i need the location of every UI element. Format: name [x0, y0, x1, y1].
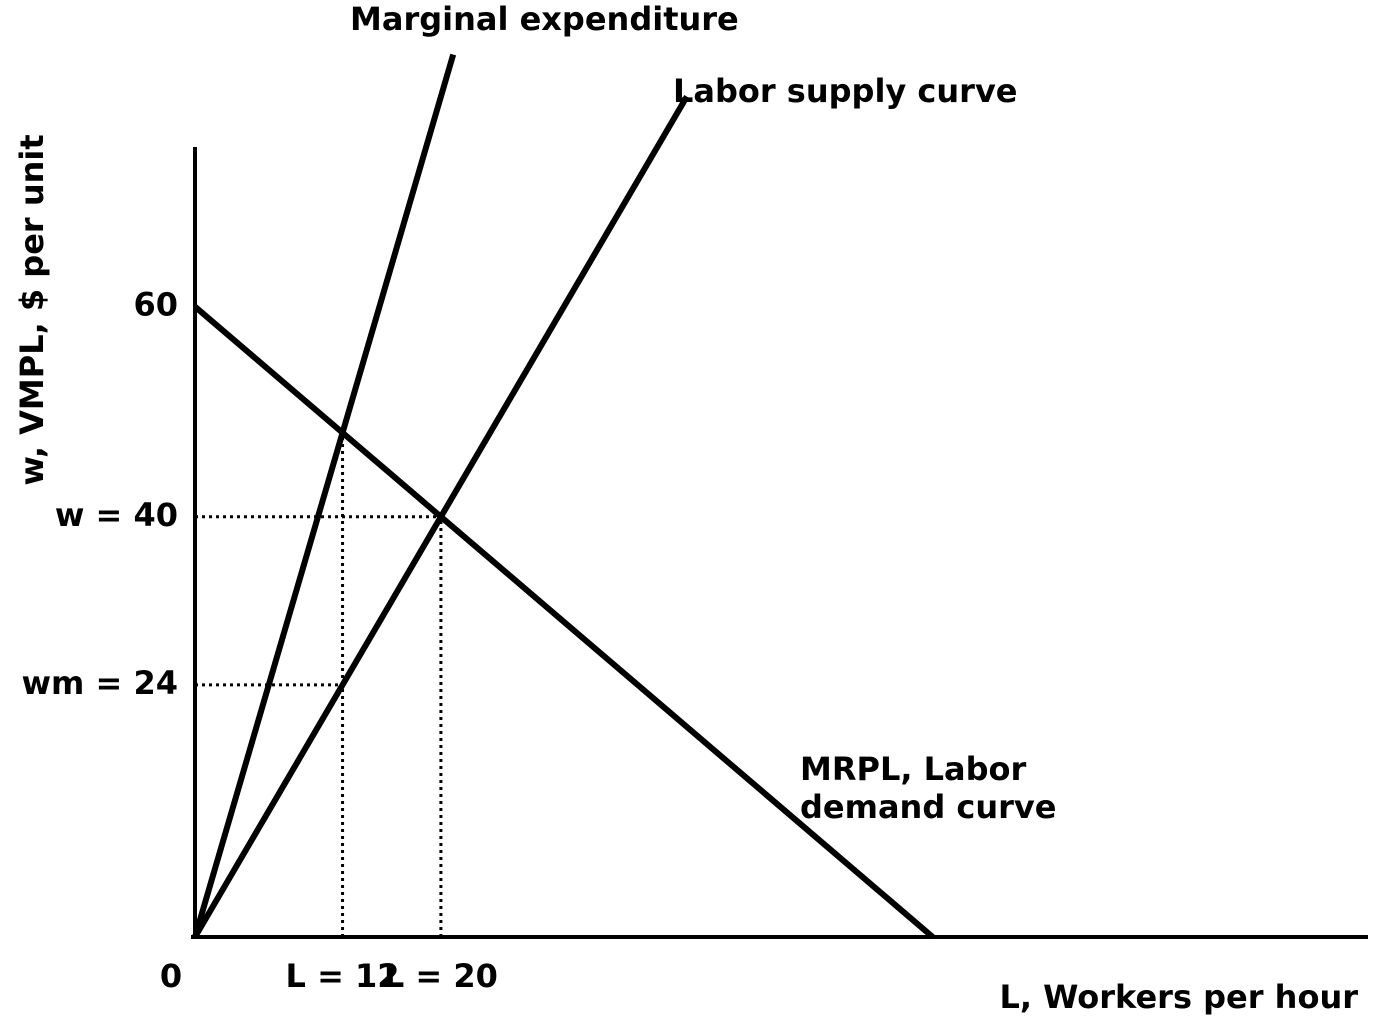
x-tick-label: L = 20 — [384, 957, 498, 995]
series-label: MRPL, Labor demand curve — [800, 750, 1057, 826]
y-tick-label: wm = 24 — [21, 664, 178, 702]
line-series — [193, 304, 935, 940]
y-axis-title-box: w, VMPL, $ per unit — [0, 0, 64, 1013]
x-axis-title: L, Workers per hour — [999, 978, 1358, 1016]
y-tick-label: 60 — [133, 286, 178, 324]
x-tick-label: 0 — [160, 957, 182, 995]
series-label: Labor supply curve — [673, 72, 1018, 110]
y-tick-label: w = 40 — [55, 496, 178, 534]
y-axis-title: w, VMPL, $ per unit — [13, 134, 51, 486]
line-series — [192, 95, 690, 939]
series-label: Marginal expenditure — [350, 0, 739, 38]
x-tick-label: L = 12 — [286, 957, 400, 995]
